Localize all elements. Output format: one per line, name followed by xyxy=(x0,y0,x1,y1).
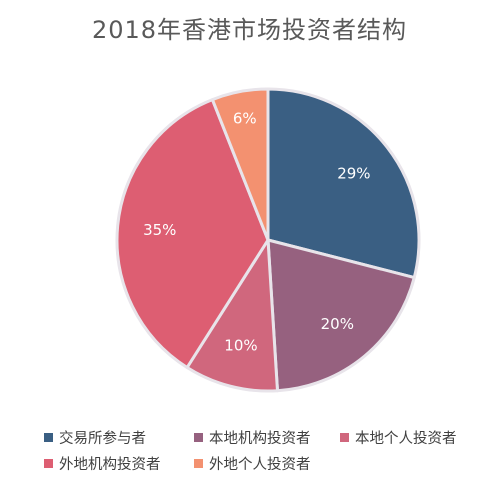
legend-swatch xyxy=(340,432,349,442)
legend-label: 外地机构投资者 xyxy=(59,456,161,473)
data-label-overseas-retail: 6% xyxy=(233,109,257,127)
chart-title: 2018年香港市场投资者结构 xyxy=(91,16,408,44)
pie-slices xyxy=(115,87,421,393)
legend-swatch xyxy=(194,432,203,442)
data-label-overseas-institutional: 35% xyxy=(143,221,176,239)
legend-item-overseas-institutional: 外地机构投资者 xyxy=(44,453,194,474)
data-label-local-institutional: 20% xyxy=(321,315,354,333)
pie-slice-exchange-participants xyxy=(266,87,421,280)
legend-row-2: 外地机构投资者 外地个人投资者 xyxy=(44,450,484,476)
data-label-local-retail: 10% xyxy=(224,336,257,354)
legend-label: 外地个人投资者 xyxy=(209,456,311,473)
legend-item-exchange-participants: 交易所参与者 xyxy=(44,427,194,448)
data-label-exchange-participants: 29% xyxy=(337,164,370,182)
pie-data-labels: 29% 20% 10% 35% 6% xyxy=(143,109,370,354)
pie-slice-local-institutional xyxy=(266,238,416,393)
legend: 交易所参与者 本地机构投资者 本地个人投资者 外地机构投资者 外地个人投资者 xyxy=(44,424,484,476)
pie-slice-local-retail xyxy=(185,238,279,393)
legend-item-overseas-retail: 外地个人投资者 xyxy=(194,453,311,474)
legend-swatch xyxy=(44,432,53,442)
legend-label: 本地个人投资者 xyxy=(355,430,457,447)
legend-item-local-retail: 本地个人投资者 xyxy=(340,427,457,448)
legend-swatch xyxy=(194,458,203,468)
legend-swatch xyxy=(44,458,53,468)
legend-label: 本地机构投资者 xyxy=(209,430,311,447)
legend-row-1: 交易所参与者 本地机构投资者 本地个人投资者 xyxy=(44,424,484,450)
pie-slice-overseas-institutional xyxy=(115,98,270,369)
legend-label: 交易所参与者 xyxy=(59,430,146,447)
legend-item-local-institutional: 本地机构投资者 xyxy=(194,427,340,448)
pie-slice-overseas-retail xyxy=(210,87,270,242)
